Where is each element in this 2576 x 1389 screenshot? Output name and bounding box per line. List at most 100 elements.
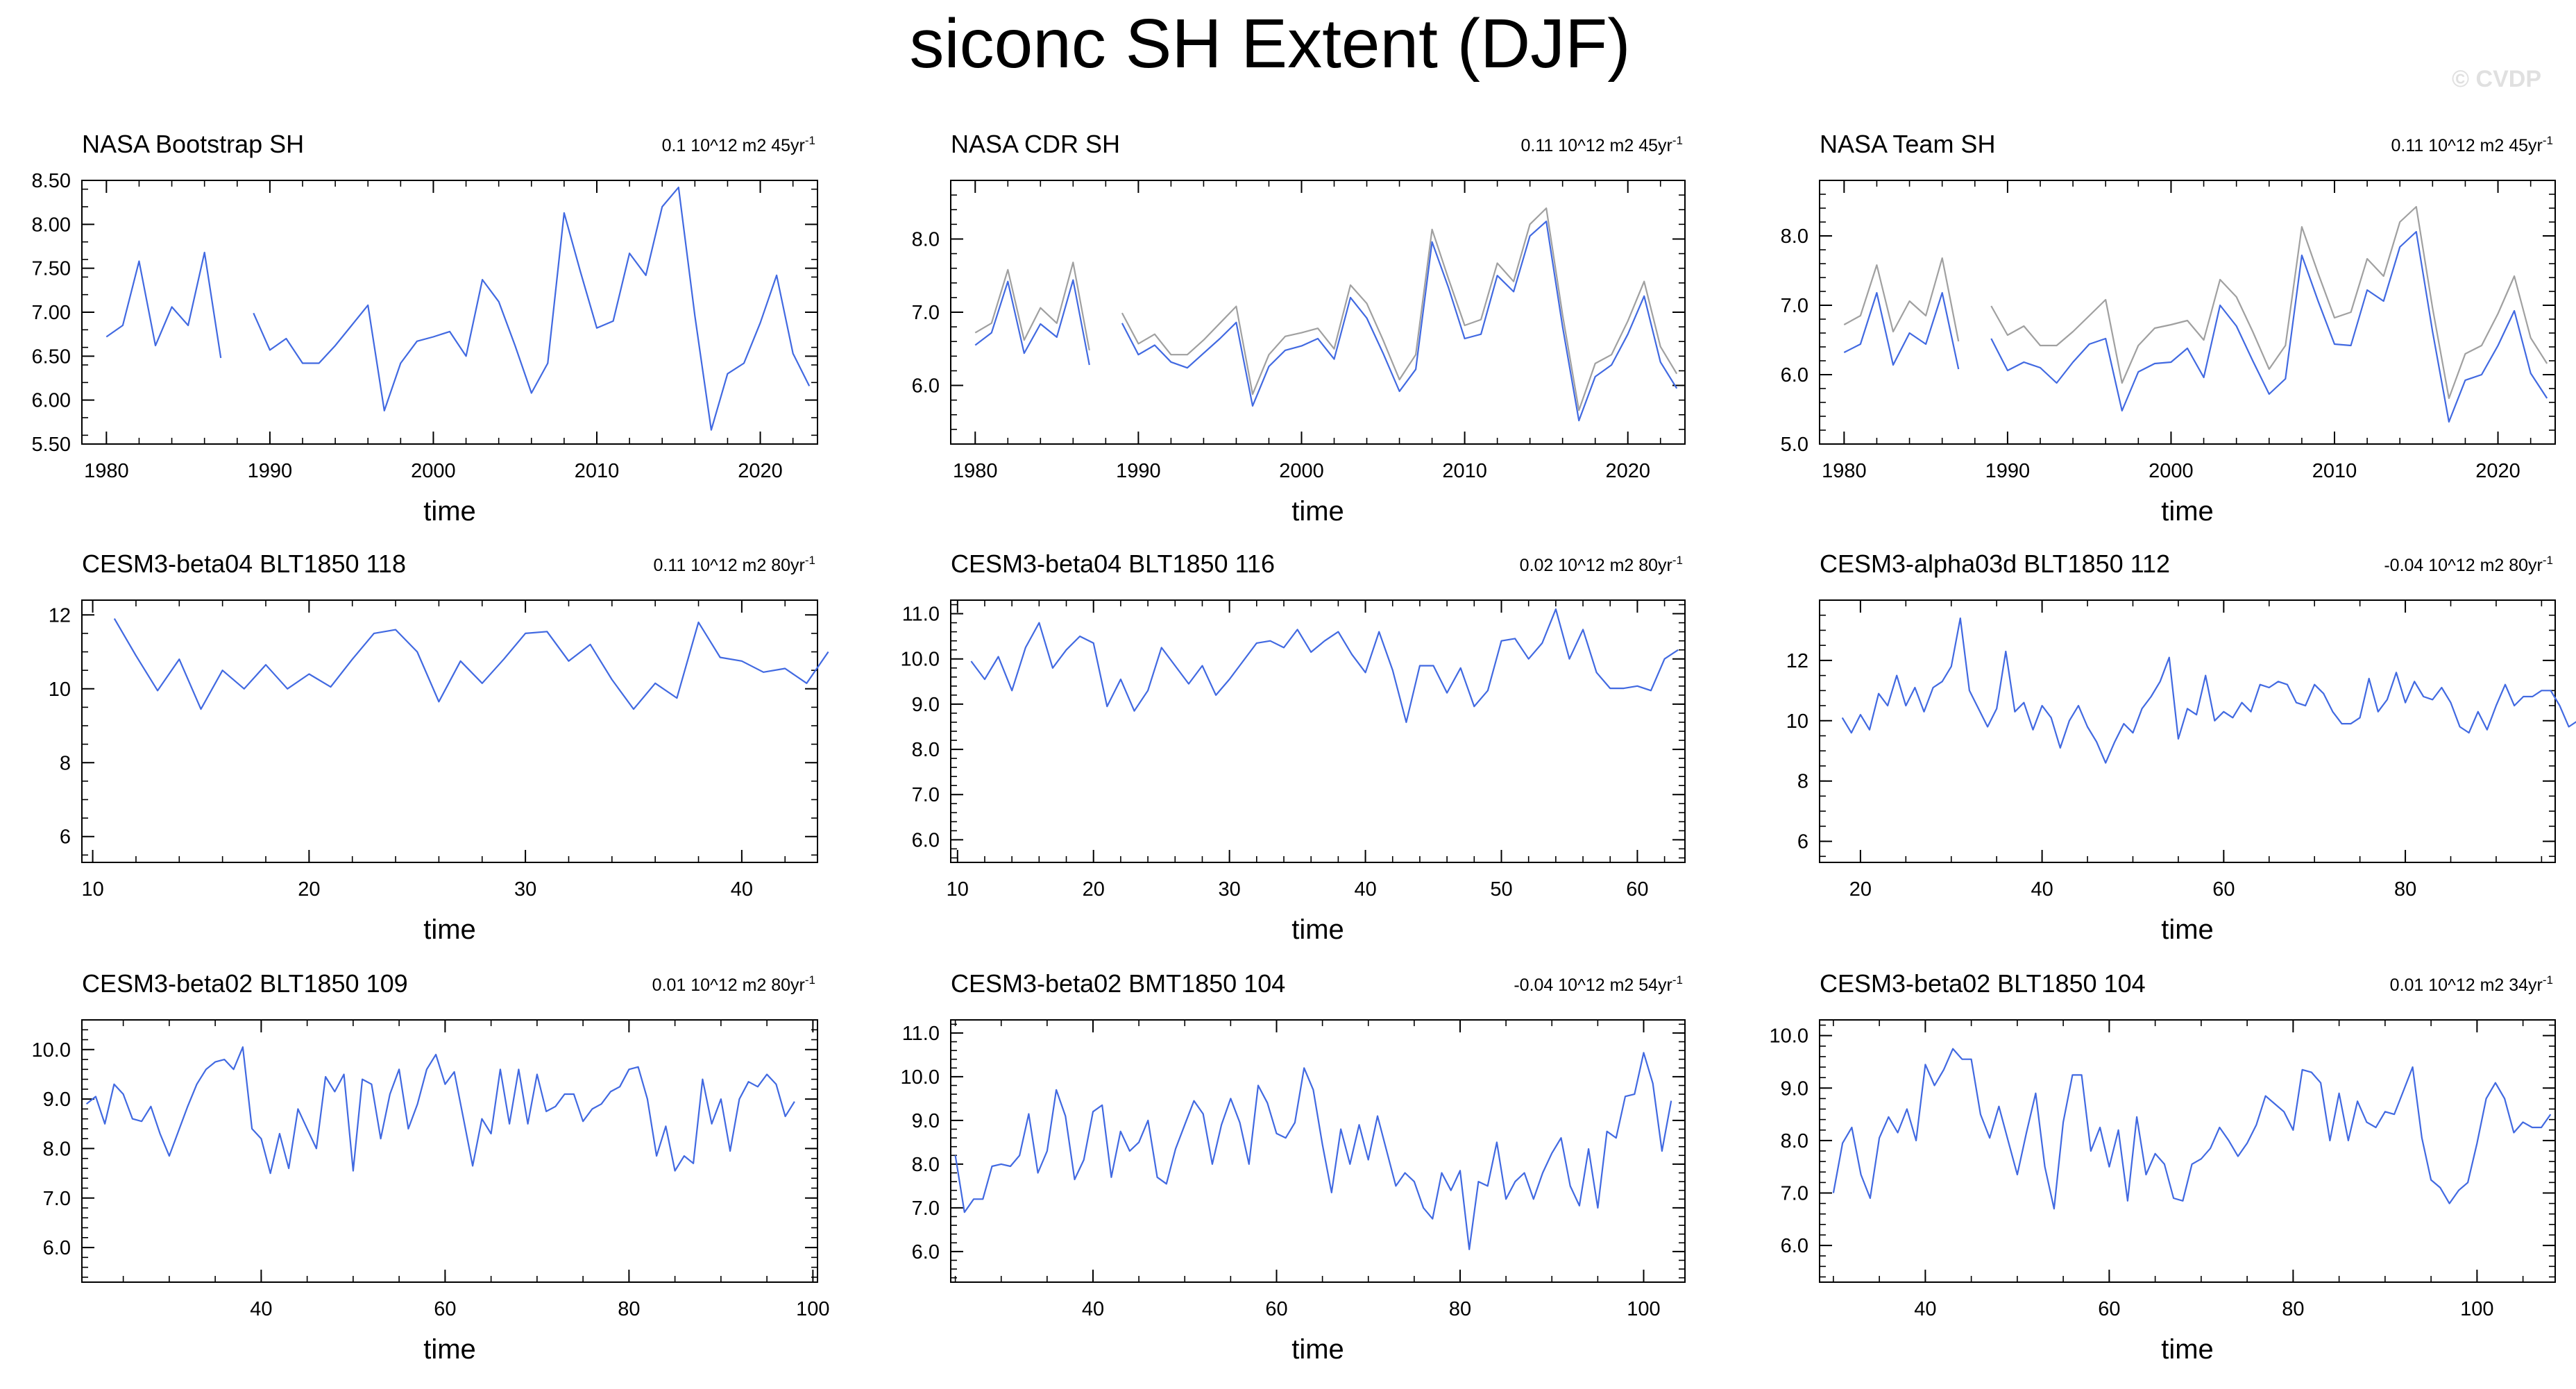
panel-grid: NASA Bootstrap SH 0.1 10^12 m2 45yr-11980… [32,130,2576,1365]
panel-title: CESM3-beta02 BLT1850 104 [1820,969,2146,998]
y-tick-label: 11.0 [902,604,940,626]
trend-label: -0.04 10^12 m2 80yr-1 [2384,554,2553,575]
panel-title: NASA Bootstrap SH [82,130,304,158]
x-axis-label: time [423,1334,476,1365]
y-tick-label: 8.0 [912,739,940,761]
minor-ticks [1820,599,2555,862]
x-tick-label: 40 [250,1298,272,1320]
x-tick-label: 30 [1219,878,1241,901]
plot-frame [1819,599,2556,863]
y-tick-label: 5.0 [1781,434,1808,456]
chart-panel: NASA Team SH 0.11 10^12 m2 45yr-1 1980 1990… [1781,130,2556,527]
x-axis-label: time [2161,496,2214,527]
panel-title: NASA CDR SH [951,130,1120,158]
x-axis-label: time [423,496,476,527]
y-tick-label: 8 [1797,771,1808,793]
trend-label: -0.04 10^12 m2 54yr-1 [1514,973,1683,995]
trend-value: 0.01 10^12 m2 34yr [2390,975,2543,995]
series-line [105,187,811,431]
trend-unit-exponent: -1 [2543,973,2553,987]
y-tick-label: 8.0 [912,1154,940,1176]
reference-series-line [974,207,1678,411]
trend-value: -0.04 10^12 m2 54yr [1514,975,1672,995]
y-tick-label: 8.0 [912,228,940,250]
trend-value: 0.11 10^12 m2 45yr [1521,136,1672,155]
series-line [970,608,1679,724]
y-tick-label: 8 [60,752,71,774]
y-tick-label: 10.0 [901,649,940,671]
chart-panel: NASA CDR SH 0.11 10^12 m2 45yr-1 1980 1990 2… [912,130,1686,527]
x-tick-label: 40 [2031,878,2053,901]
trend-value: 0.11 10^12 m2 45yr [2391,136,2543,155]
x-tick-label: 2000 [2149,460,2194,482]
series-line [954,1052,1672,1250]
chart-panel: CESM3-beta04 BLT1850 118 0.11 10^12 m2 80… [49,549,829,945]
trend-value: -0.04 10^12 m2 80yr [2384,556,2543,575]
y-tick-label: 7.0 [912,302,940,324]
panel-title: CESM3-beta02 BLT1850 109 [82,969,408,998]
panel-title: CESM3-alpha03d BLT1850 112 [1820,549,2170,578]
x-tick-label: 2000 [1279,460,1324,482]
trend-unit-exponent: -1 [805,554,815,567]
x-tick-label: 20 [298,878,320,901]
x-axis-label: time [1291,914,1344,945]
series-line [1832,1048,2552,1210]
x-tick-label: 2020 [738,460,783,482]
x-tick-label: 10 [947,878,969,901]
chart-panel: NASA Bootstrap SH 0.1 10^12 m2 45yr-1 1980… [32,130,818,527]
chart-panel: CESM3-beta02 BMT1850 104 -0.04 10^12 m2 5… [901,969,1686,1365]
plot-frame [81,599,818,863]
y-tick-label: 6.0 [912,829,940,851]
figure-title: siconc SH Extent (DJF) [909,5,1630,83]
series-line [85,1046,795,1175]
y-tick-label: 8.50 [32,170,71,192]
y-tick-label: 6.0 [912,1241,940,1263]
y-tick-label: 8.0 [1781,1130,1808,1152]
x-tick-label: 2000 [411,460,456,482]
x-tick-label: 100 [1627,1298,1660,1320]
y-tick-label: 10 [49,679,71,701]
x-axis-label: time [2161,914,2214,945]
y-tick-label: 10 [1786,710,1808,733]
y-tick-label: 6.0 [1781,1235,1808,1257]
trend-value: 0.1 10^12 m2 45yr [662,136,805,155]
panel-title: NASA Team SH [1820,130,1995,158]
trend-unit-exponent: -1 [2543,134,2553,147]
x-tick-label: 1990 [1985,460,2031,482]
y-tick-label: 6.0 [912,375,940,398]
x-tick-label: 100 [796,1298,829,1320]
trend-label: 0.11 10^12 m2 45yr-1 [1521,134,1683,155]
x-tick-label: 50 [1490,878,1512,901]
series-line [974,221,1678,422]
x-tick-label: 1990 [1116,460,1161,482]
x-tick-label: 80 [1449,1298,1471,1320]
x-tick-label: 40 [731,878,753,901]
y-tick-label: 12 [49,604,71,627]
x-tick-label: 60 [2212,878,2235,901]
minor-ticks [1820,180,2555,445]
x-tick-label: 2010 [575,460,620,482]
x-tick-label: 60 [434,1298,456,1320]
series-line [1843,230,2548,423]
y-tick-label: 8.0 [43,1138,71,1160]
minor-ticks [82,600,817,862]
trend-value: 0.11 10^12 m2 80yr [654,556,805,575]
panel-title: CESM3-beta02 BMT1850 104 [951,969,1285,998]
chart-panel: CESM3-beta02 BLT1850 109 0.01 10^12 m2 80… [32,969,830,1365]
trend-value: 0.02 10^12 m2 80yr [1520,556,1672,575]
y-tick-label: 6.50 [32,346,71,368]
y-tick-label: 6 [1797,831,1808,853]
trend-label: 0.11 10^12 m2 80yr-1 [654,554,815,575]
y-tick-label: 7.0 [912,1198,940,1220]
plot-frame [1819,1019,2556,1283]
series-line [113,618,829,710]
y-tick-label: 10.0 [901,1066,940,1089]
minor-ticks [951,600,1685,862]
trend-value: 0.01 10^12 m2 80yr [652,975,805,995]
y-tick-label: 10.0 [1770,1025,1808,1048]
x-tick-label: 40 [1082,1298,1104,1320]
y-tick-label: 8.0 [1781,225,1808,248]
y-tick-label: 10.0 [32,1039,71,1062]
minor-ticks [951,180,1685,445]
y-tick-label: 7.0 [1781,1182,1808,1204]
